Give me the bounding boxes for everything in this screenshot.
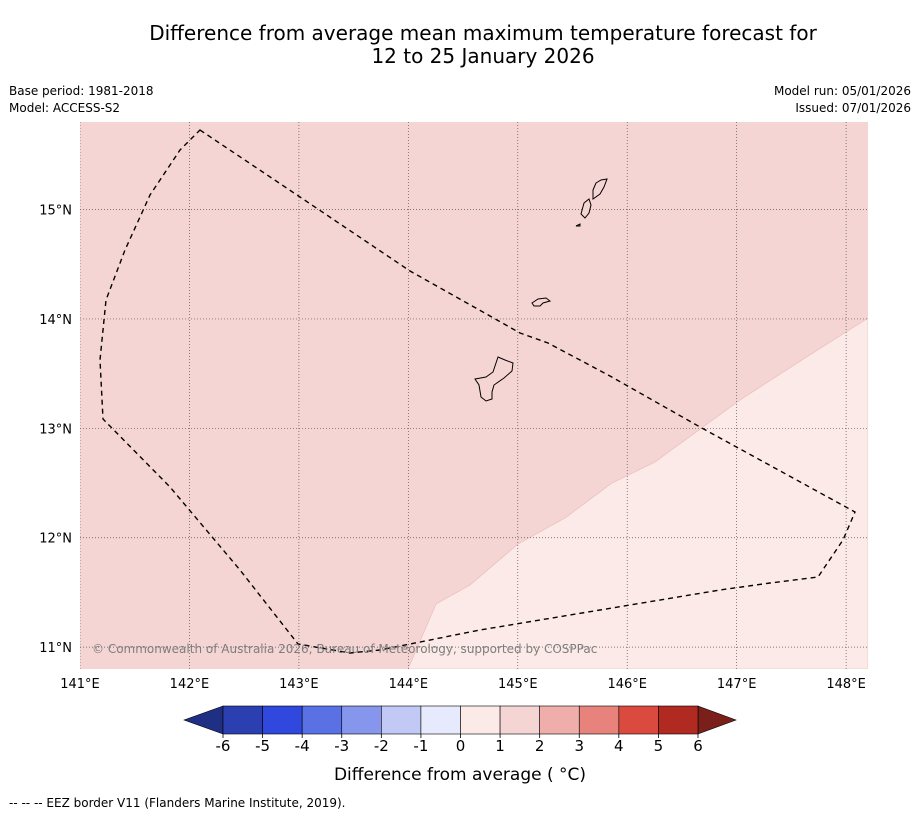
lon-tick-label: 148°E [826, 677, 866, 692]
lon-tick-label: 142°E [170, 677, 210, 692]
meta-right: Model run: 05/01/2026 Issued: 07/01/2026 [774, 83, 911, 117]
colorbar-tick-label: 0 [456, 737, 466, 755]
colorbar-segment [578, 705, 620, 735]
colorbar-tick-label: -3 [334, 737, 349, 755]
colorbar-tick-label: -4 [295, 737, 310, 755]
colorbar-tick-label: -5 [255, 737, 270, 755]
copyright-notice: © Commonwealth of Australia 2026, Bureau… [92, 642, 597, 656]
island-aguijan [575, 223, 581, 227]
island-tinian [580, 198, 592, 219]
colorbar-label: Difference from average ( °C) [334, 765, 586, 785]
colorbar-segment [460, 705, 501, 735]
colorbar-over-triangle [697, 705, 737, 735]
lon-tick-label: 141°E [60, 677, 100, 692]
colorbar-segment [262, 705, 303, 735]
map-area [80, 122, 868, 669]
lat-tick-label: 13°N [39, 422, 72, 437]
colorbar-segment [499, 705, 540, 735]
eez-legend: -- -- -- EEZ border V11 (Flanders Marine… [9, 796, 346, 810]
base-period: Base period: 1981-2018 [9, 84, 154, 98]
lon-tick-label: 144°E [389, 677, 429, 692]
lon-tick-label: 143°E [279, 677, 319, 692]
lat-tick-label: 14°N [39, 313, 72, 328]
colorbar-segments [222, 705, 699, 735]
map-title: Difference from average mean maximum tem… [0, 22, 919, 68]
colorbar-tick-label: -6 [216, 737, 231, 755]
colorbar-tick-label: 2 [535, 737, 545, 755]
colorbar-segment [381, 705, 422, 735]
island-rota [531, 297, 552, 307]
latitude-labels: 15°N 14°N 13°N 12°N 11°N [39, 204, 72, 657]
colorbar-segment [539, 705, 580, 735]
colorbar-tick-label: 4 [614, 737, 624, 755]
graticule [80, 122, 868, 669]
eez-border [99, 129, 856, 654]
colorbar-segment [301, 705, 343, 735]
title-line-2: 12 to 25 January 2026 [371, 44, 595, 68]
lon-tick-label: 147°E [717, 677, 757, 692]
anomaly-zone-0-to-1 [407, 317, 868, 669]
colorbar-tick-label: 5 [654, 737, 664, 755]
island-saipan [592, 178, 608, 200]
lon-tick-label: 145°E [498, 677, 538, 692]
lat-tick-label: 11°N [39, 641, 72, 656]
colorbar-segment [618, 705, 659, 735]
title-line-1: Difference from average mean maximum tem… [149, 21, 817, 45]
colorbar-segment [658, 705, 699, 735]
meta-left: Base period: 1981-2018 Model: ACCESS-S2 [9, 83, 154, 117]
colorbar-segment [420, 705, 461, 735]
issued-date: Issued: 07/01/2026 [795, 101, 911, 115]
colorbar-ticks: -6 -5 -4 -3 -2 -1 0 1 2 3 4 5 6 [216, 734, 703, 755]
lon-tick-label: 146°E [607, 677, 647, 692]
longitude-labels: 141°E 142°E 143°E 144°E 145°E 146°E 147°E 148°E [60, 677, 866, 692]
lat-tick-label: 12°N [39, 532, 72, 547]
islands [474, 178, 608, 402]
colorbar-tick-label: -2 [374, 737, 389, 755]
model-name: Model: ACCESS-S2 [9, 101, 121, 115]
colorbar-segment [341, 705, 382, 735]
island-guam [474, 356, 514, 402]
colorbar-tick-label: 6 [693, 737, 703, 755]
colorbar-tick-label: 1 [495, 737, 505, 755]
model-run: Model run: 05/01/2026 [773, 84, 911, 98]
lat-tick-label: 15°N [39, 204, 72, 219]
colorbar-segment [222, 705, 263, 735]
colorbar: -6 -5 -4 -3 -2 -1 0 1 2 3 4 5 6 Difference from aver… [183, 705, 737, 785]
colorbar-tick-label: 3 [574, 737, 584, 755]
colorbar-under-triangle [183, 705, 224, 735]
colorbar-tick-label: -1 [413, 737, 428, 755]
